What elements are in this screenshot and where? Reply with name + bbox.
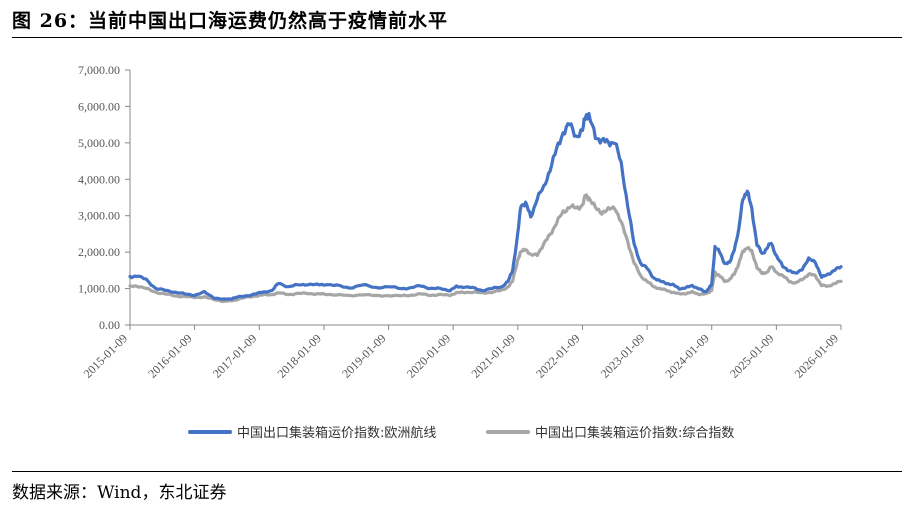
y-axis: 0.00 1,000.00 2,000.00 3,000.00 4,000.00 5,00… [78, 63, 131, 332]
x-tick-label: 2020-01-09 [404, 331, 453, 380]
x-tick-label: 2019-01-09 [339, 331, 388, 380]
legend: 中国出口集装箱运价指数:欧洲航线 中国出口集装箱运价指数:综合指数 [188, 425, 734, 441]
title-divider [12, 37, 902, 38]
x-tick-label: 2026-01-09 [792, 331, 841, 380]
series-layer [128, 111, 843, 304]
x-tick-label: 2025-01-09 [727, 331, 776, 380]
y-tick-label: 2,000.00 [78, 245, 120, 259]
x-tick-label: 2021-01-09 [468, 331, 517, 380]
series-line-europe-route [128, 111, 843, 301]
legend-label: 中国出口集装箱运价指数:综合指数 [535, 425, 734, 441]
y-tick-label: 7,000.00 [78, 63, 120, 77]
x-tick-label: 2015-01-09 [81, 331, 130, 380]
x-tick-label: 2017-01-09 [210, 331, 259, 380]
x-tick-label: 2022-01-09 [533, 331, 582, 380]
y-tick-label: 0.00 [99, 318, 120, 332]
legend-label: 中国出口集装箱运价指数:欧洲航线 [237, 425, 436, 441]
x-tick-label: 2023-01-09 [598, 331, 647, 380]
source-note: 数据来源：Wind，东北证券 [12, 483, 227, 503]
y-tick-label: 3,000.00 [78, 209, 120, 223]
figure-title: 图 26：当前中国出口海运费仍然高于疫情前水平 [12, 10, 449, 32]
x-tick-label: 2024-01-09 [662, 331, 711, 380]
x-tick-label: 2018-01-09 [275, 331, 324, 380]
source-divider [12, 471, 902, 472]
series-line-composite-index [128, 193, 843, 304]
x-tick-label: 2016-01-09 [145, 331, 194, 380]
y-tick-label: 5,000.00 [78, 136, 120, 150]
y-tick-label: 4,000.00 [78, 172, 120, 186]
y-tick-label: 6,000.00 [78, 99, 120, 113]
y-tick-label: 1,000.00 [78, 282, 120, 296]
x-axis: 2015-01-09 2016-01-09 2017-01-09 2018-01-09… [81, 324, 842, 381]
line-chart: 0.00 1,000.00 2,000.00 3,000.00 4,000.00 5,00… [78, 63, 843, 441]
